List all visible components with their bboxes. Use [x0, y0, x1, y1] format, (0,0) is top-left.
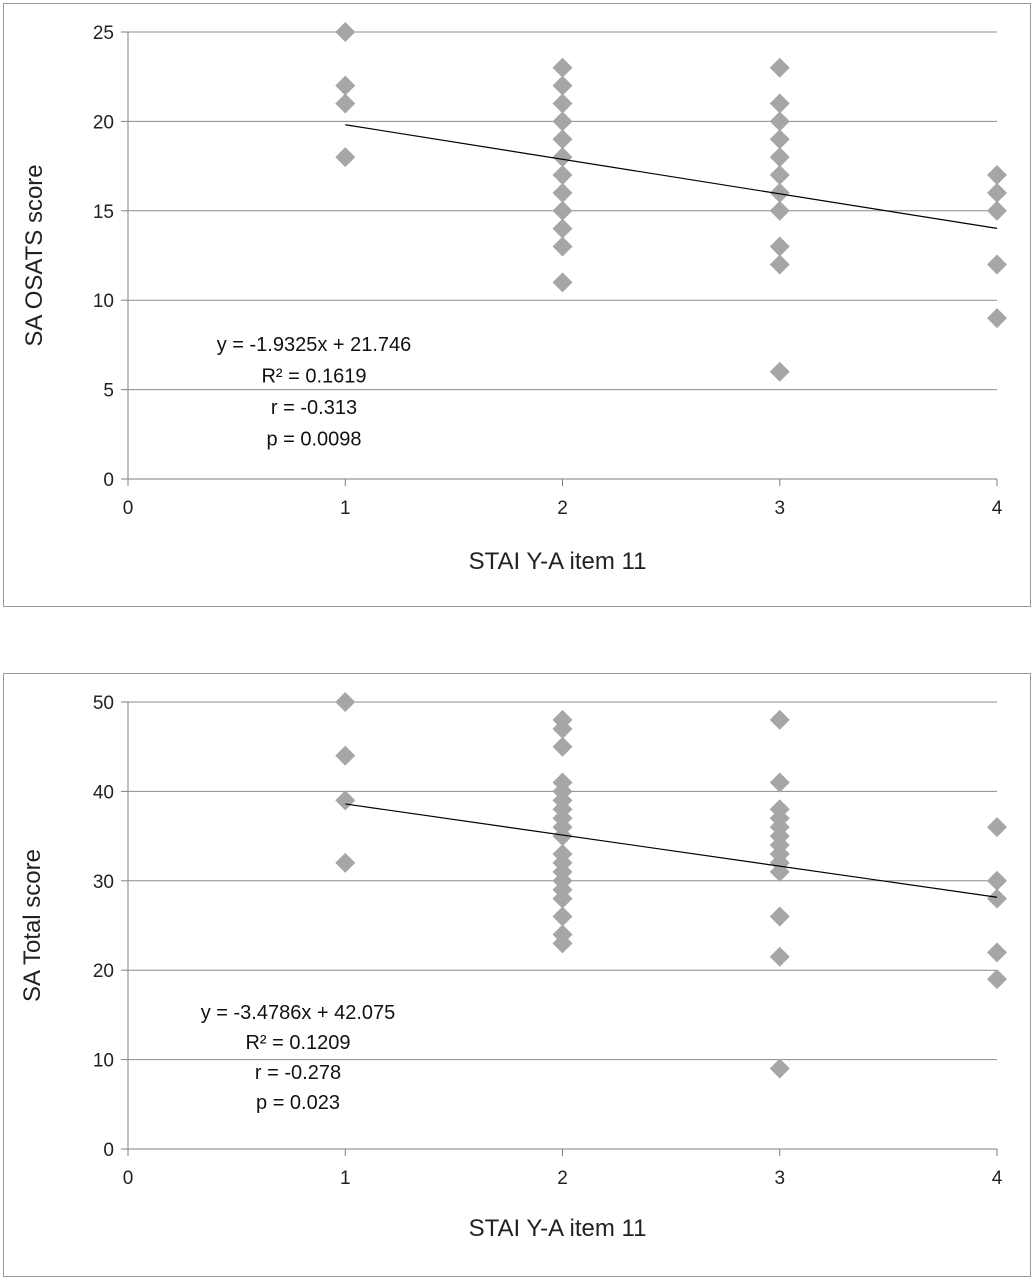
x-tick-label: 3: [774, 498, 785, 519]
x-tick-label: 1: [340, 498, 351, 519]
data-point: [552, 165, 573, 186]
regression-annotation: R² = 0.1209: [245, 1032, 350, 1054]
x-axis-title: STAI Y-A item 11: [469, 548, 647, 575]
y-tick-label: 30: [93, 872, 114, 893]
data-point: [987, 817, 1007, 838]
data-point: [769, 946, 790, 967]
data-point: [552, 826, 573, 847]
data-point: [769, 182, 790, 203]
y-tick-label: 10: [93, 291, 114, 312]
total-scatter-chart: 0 10 20 30 40 50 0 1 2 3 4 STAI Y-A item 11 SA Total…: [19, 692, 1007, 1242]
data-point: [769, 361, 790, 382]
x-tick-label: 4: [992, 498, 1003, 519]
regression-annotation: r = -0.313: [271, 397, 357, 419]
regression-annotation: r = -0.278: [255, 1062, 341, 1084]
data-point: [769, 147, 790, 168]
y-axis-title: SA OSATS score: [21, 164, 48, 346]
data-point: [552, 200, 573, 221]
regression-annotation: p = 0.023: [256, 1092, 340, 1114]
data-point: [769, 906, 790, 927]
data-point: [769, 200, 790, 221]
y-tick-label: 20: [93, 112, 114, 133]
data-point: [769, 93, 790, 114]
y-tick-label: 15: [93, 202, 114, 223]
data-point: [769, 772, 790, 793]
data-point: [987, 254, 1007, 275]
y-tick-label: 5: [103, 381, 114, 402]
data-point: [987, 165, 1007, 186]
x-tick-label: 0: [123, 498, 134, 519]
data-point: [552, 111, 573, 132]
data-point: [987, 942, 1007, 963]
x-tick-label: 4: [992, 1168, 1003, 1189]
data-point: [769, 254, 790, 275]
y-tick-label: 20: [93, 961, 114, 982]
regression-annotation: y = -1.9325x + 21.746: [217, 334, 412, 356]
data-point: [335, 790, 356, 811]
osats-scatter-chart: 0 5 10 15 20 25 0 1 2 3 4 STAI Y-A item 11 SA OSATS …: [21, 22, 1007, 575]
data-point: [769, 236, 790, 257]
data-point: [987, 200, 1007, 221]
data-point: [335, 745, 356, 766]
data-point: [552, 57, 573, 78]
data-point: [552, 736, 573, 757]
data-point: [769, 709, 790, 730]
data-point: [769, 57, 790, 78]
x-tick-label: 0: [123, 1168, 134, 1189]
y-tick-label: 25: [93, 23, 114, 44]
data-point: [552, 933, 573, 954]
regression-annotation: p = 0.0098: [266, 429, 361, 451]
data-point: [552, 888, 573, 909]
data-point: [987, 870, 1007, 891]
trendline: [345, 803, 998, 898]
y-tick-label: 50: [93, 693, 114, 714]
regression-annotation: y = -3.4786x + 42.075: [201, 1002, 396, 1024]
data-point: [552, 906, 573, 927]
data-point: [987, 888, 1007, 909]
chart-panel-total: 0 10 20 30 40 50 0 1 2 3 4 STAI Y-A item 11 SA Total…: [3, 673, 1031, 1277]
data-point: [335, 147, 356, 168]
data-point: [552, 182, 573, 203]
data-point: [335, 692, 356, 712]
data-point: [987, 969, 1007, 990]
data-point: [552, 129, 573, 150]
data-point: [769, 129, 790, 150]
x-axis-title: STAI Y-A item 11: [469, 1215, 647, 1242]
data-point: [552, 93, 573, 114]
y-tick-label: 0: [103, 470, 114, 491]
data-point: [335, 93, 356, 114]
data-point: [769, 861, 790, 882]
y-tick-label: 0: [103, 1140, 114, 1161]
x-tick-label: 1: [340, 1168, 351, 1189]
data-point: [769, 165, 790, 186]
data-point: [335, 22, 356, 42]
trendline: [345, 124, 998, 229]
data-point: [769, 1058, 790, 1079]
x-tick-label: 3: [774, 1168, 785, 1189]
x-tick-label: 2: [557, 1168, 568, 1189]
regression-annotation: R² = 0.1619: [261, 366, 366, 388]
chart-panel-osats: 0 5 10 15 20 25 0 1 2 3 4 STAI Y-A item 11 SA OSATS …: [3, 3, 1031, 607]
data-point: [552, 236, 573, 257]
x-tick-label: 2: [557, 498, 568, 519]
data-point: [335, 852, 356, 873]
data-point: [335, 75, 356, 96]
data-point: [552, 75, 573, 96]
data-point: [987, 182, 1007, 203]
data-point: [552, 147, 573, 168]
data-point: [987, 308, 1007, 329]
data-point: [769, 111, 790, 132]
data-point: [552, 218, 573, 239]
data-point: [552, 718, 573, 739]
y-tick-label: 40: [93, 782, 114, 803]
y-axis-title: SA Total score: [19, 849, 46, 1002]
y-tick-label: 10: [93, 1051, 114, 1072]
data-point: [552, 272, 573, 293]
